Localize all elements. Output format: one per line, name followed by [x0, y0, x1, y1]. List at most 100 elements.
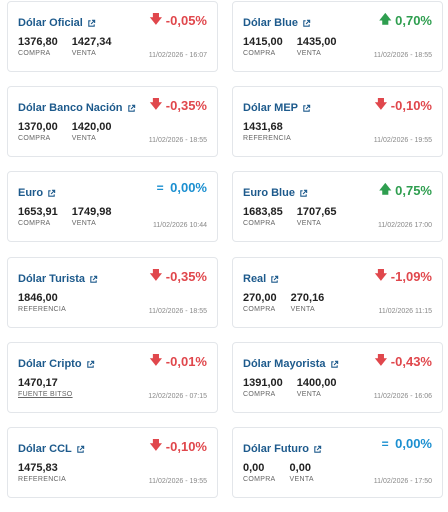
update-timestamp: 11/02/2026 - 18:55: [148, 308, 207, 315]
value-1-label: COMPRA: [18, 135, 51, 142]
external-link-icon: [88, 19, 95, 27]
rate-name-link[interactable]: Euro: [18, 187, 56, 199]
rate-card: Dólar Mayorista 🡇 -0,43% 1391,00 COMPRA …: [232, 342, 443, 413]
rate-values: 270,00 COMPRA 270,16 VENTA: [243, 292, 324, 313]
value-2-label: VENTA: [296, 220, 322, 227]
rate-change: 🡇 -0,43%: [375, 351, 432, 372]
arrow-up-icon: 🡅: [379, 12, 392, 26]
rate-values: 1683,85 COMPRA 1707,65 VENTA: [243, 206, 337, 227]
value-2: 1435,00 VENTA: [297, 36, 337, 57]
rate-name-link[interactable]: Real: [243, 273, 279, 285]
rate-change: = 0,00%: [154, 180, 207, 195]
change-percent: -0,10%: [390, 98, 432, 113]
arrow-down-icon: 🡇: [149, 97, 163, 111]
value-2-number: 1435,00: [296, 36, 337, 48]
rate-name-link[interactable]: Dólar Futuro: [243, 443, 322, 455]
equals-icon: =: [156, 180, 164, 195]
arrow-down-icon: 🡇: [374, 268, 388, 282]
external-link-icon: [48, 189, 56, 197]
value-1: 1431,68 REFERENCIA: [243, 121, 291, 142]
value-1: 270,00 COMPRA: [243, 292, 277, 313]
rate-name-link[interactable]: Dólar Turista: [18, 273, 98, 285]
rate-name-link[interactable]: Euro Blue: [243, 187, 308, 199]
external-link-icon: [330, 360, 338, 368]
rate-values: 1653,91 COMPRA 1749,98 VENTA: [18, 206, 112, 227]
external-link-icon: [303, 104, 311, 112]
rate-name-link[interactable]: Dólar MEP: [243, 102, 311, 114]
value-2: 1427,34 VENTA: [72, 36, 112, 57]
change-percent: 0,00%: [170, 180, 207, 195]
rate-name-link[interactable]: Dólar Cripto: [18, 358, 95, 370]
rate-card: Dólar MEP 🡇 -0,10% 1431,68 REFERENCIA 11…: [232, 86, 443, 157]
value-2-number: 1420,00: [71, 121, 112, 133]
value-2-number: 1427,34: [71, 36, 112, 48]
rate-card: Dólar CCL 🡇 -0,10% 1475,83 REFERENCIA 11…: [7, 427, 218, 498]
value-1: 1470,17 FUENTE BITSO: [18, 377, 73, 398]
value-2-label: VENTA: [71, 220, 97, 227]
external-link-icon: [77, 445, 84, 453]
value-1: 1653,91 COMPRA: [18, 206, 58, 227]
rate-name-link[interactable]: Dólar CCL: [18, 443, 85, 455]
value-1-number: 1470,17: [18, 377, 58, 389]
value-1-number: 1846,00: [18, 292, 58, 304]
update-timestamp: 11/02/2026 - 16:06: [373, 393, 432, 400]
rate-card: Dólar Cripto 🡇 -0,01% 1470,17 FUENTE BIT…: [7, 342, 218, 413]
rate-change: 🡇 -0,05%: [150, 10, 207, 31]
rate-name: Dólar MEP: [243, 102, 299, 114]
update-timestamp: 11/02/2026 17:00: [378, 222, 432, 229]
rate-values: 1470,17 FUENTE BITSO: [18, 377, 73, 398]
value-2: 1707,65 VENTA: [297, 206, 337, 227]
rate-change: 🡇 -0,10%: [150, 436, 207, 457]
rate-name: Dólar Turista: [18, 273, 86, 285]
external-link-icon: [303, 19, 311, 27]
rate-change: 🡇 -1,09%: [375, 266, 432, 287]
value-1: 1683,85 COMPRA: [243, 206, 283, 227]
value-1: 1846,00 REFERENCIA: [18, 292, 66, 313]
rate-values: 0,00 COMPRA 0,00 VENTA: [243, 462, 314, 483]
change-percent: 0,75%: [395, 183, 432, 198]
value-2-label: VENTA: [290, 306, 315, 313]
value-2-number: 1707,65: [296, 206, 337, 218]
rate-name-link[interactable]: Dólar Mayorista: [243, 358, 339, 370]
rate-change: 🡇 -0,35%: [150, 266, 207, 287]
rate-name: Dólar Blue: [243, 17, 299, 29]
rate-change: 🡇 -0,01%: [150, 351, 207, 372]
update-timestamp: 11/02/2026 - 19:55: [373, 137, 432, 144]
rate-name: Dólar Banco Nación: [18, 102, 123, 114]
value-1-number: 270,00: [243, 292, 277, 304]
value-1-number: 1415,00: [243, 36, 283, 48]
value-1-label[interactable]: FUENTE BITSO: [18, 391, 73, 398]
rate-card: Dólar Blue 🡅 0,70% 1415,00 COMPRA 1435,0…: [232, 1, 443, 72]
rate-name-link[interactable]: Dólar Oficial: [18, 17, 96, 29]
update-timestamp: 11/02/2026 - 17:50: [373, 478, 432, 485]
value-1-label: COMPRA: [243, 306, 276, 313]
rate-change: 🡅 0,70%: [379, 10, 432, 31]
external-link-icon: [127, 104, 135, 112]
rate-name-link[interactable]: Dólar Blue: [243, 17, 311, 29]
value-1-number: 1376,80: [18, 36, 58, 48]
value-1-label: COMPRA: [243, 476, 276, 483]
update-timestamp: 11/02/2026 - 16:07: [148, 52, 207, 59]
value-1: 1415,00 COMPRA: [243, 36, 283, 57]
value-1: 1376,80 COMPRA: [18, 36, 58, 57]
value-2-label: VENTA: [296, 391, 322, 398]
change-percent: -0,43%: [390, 354, 432, 369]
arrow-down-icon: 🡇: [149, 12, 163, 26]
rate-values: 1415,00 COMPRA 1435,00 VENTA: [243, 36, 337, 57]
change-percent: 0,00%: [395, 436, 432, 451]
rate-card: Dólar Futuro = 0,00% 0,00 COMPRA 0,00 VE…: [232, 427, 443, 498]
rate-values: 1846,00 REFERENCIA: [18, 292, 66, 313]
value-2: 1400,00 VENTA: [297, 377, 337, 398]
value-1-label: COMPRA: [243, 220, 276, 227]
rate-change: 🡅 0,75%: [379, 180, 432, 201]
arrow-down-icon: 🡇: [374, 353, 388, 367]
rate-card: Dólar Oficial 🡇 -0,05% 1376,80 COMPRA 14…: [7, 1, 218, 72]
value-2-label: VENTA: [289, 476, 314, 483]
rate-name: Dólar Oficial: [18, 17, 83, 29]
value-2-label: VENTA: [296, 50, 322, 57]
rate-name: Euro Blue: [243, 187, 295, 199]
rate-name-link[interactable]: Dólar Banco Nación: [18, 102, 136, 114]
value-1-label: REFERENCIA: [243, 135, 292, 142]
value-1: 1475,83 REFERENCIA: [18, 462, 66, 483]
